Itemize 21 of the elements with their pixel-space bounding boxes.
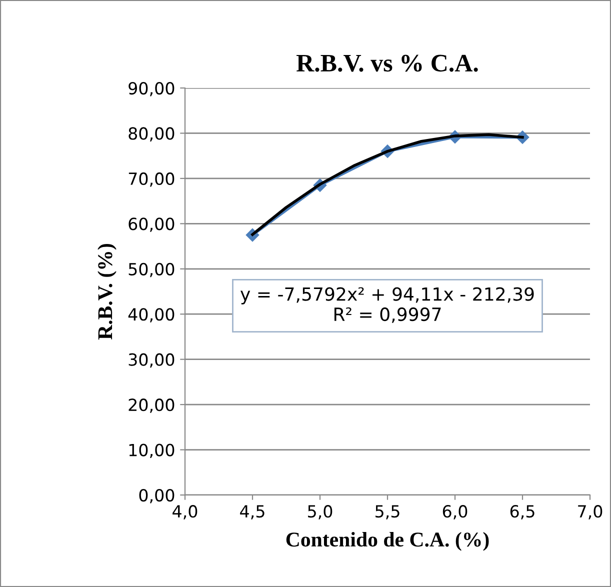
y-tick-label: 0,00: [139, 488, 174, 504]
y-tick-label: 50,00: [128, 262, 174, 278]
y-tick-label: 20,00: [128, 398, 174, 413]
x-tick-label: 7,0: [578, 505, 602, 520]
x-tick-label: 5,5: [376, 505, 400, 520]
y-tick-label: 60,00: [128, 218, 174, 232]
y-tick-label: 90,00: [128, 82, 174, 96]
y-tick-label: 80,00: [128, 127, 174, 142]
y-tick-label: 40,00: [128, 308, 174, 322]
x-tick-label: 4,5: [240, 505, 264, 520]
y-tick-label: 10,00: [129, 444, 174, 458]
y-axis-title: R.B.V. (%): [98, 244, 116, 340]
y-tick-label: 70,00: [128, 172, 174, 187]
x-tick-label: 6,5: [510, 505, 534, 520]
x-tick-label: 6,0: [442, 505, 468, 520]
chart-title: R.B.V. vs % C.A.: [296, 54, 478, 72]
x-axis-title: Contenido de C.A. (%): [286, 532, 489, 551]
x-tick-label: 4,0: [172, 505, 198, 520]
annotation: y = -7,5792x² + 94,11x - 212,39 R² = 0,9997: [240, 287, 534, 323]
x-tick-label: 5,0: [308, 505, 332, 520]
y-tick-label: 30,00: [128, 353, 174, 368]
